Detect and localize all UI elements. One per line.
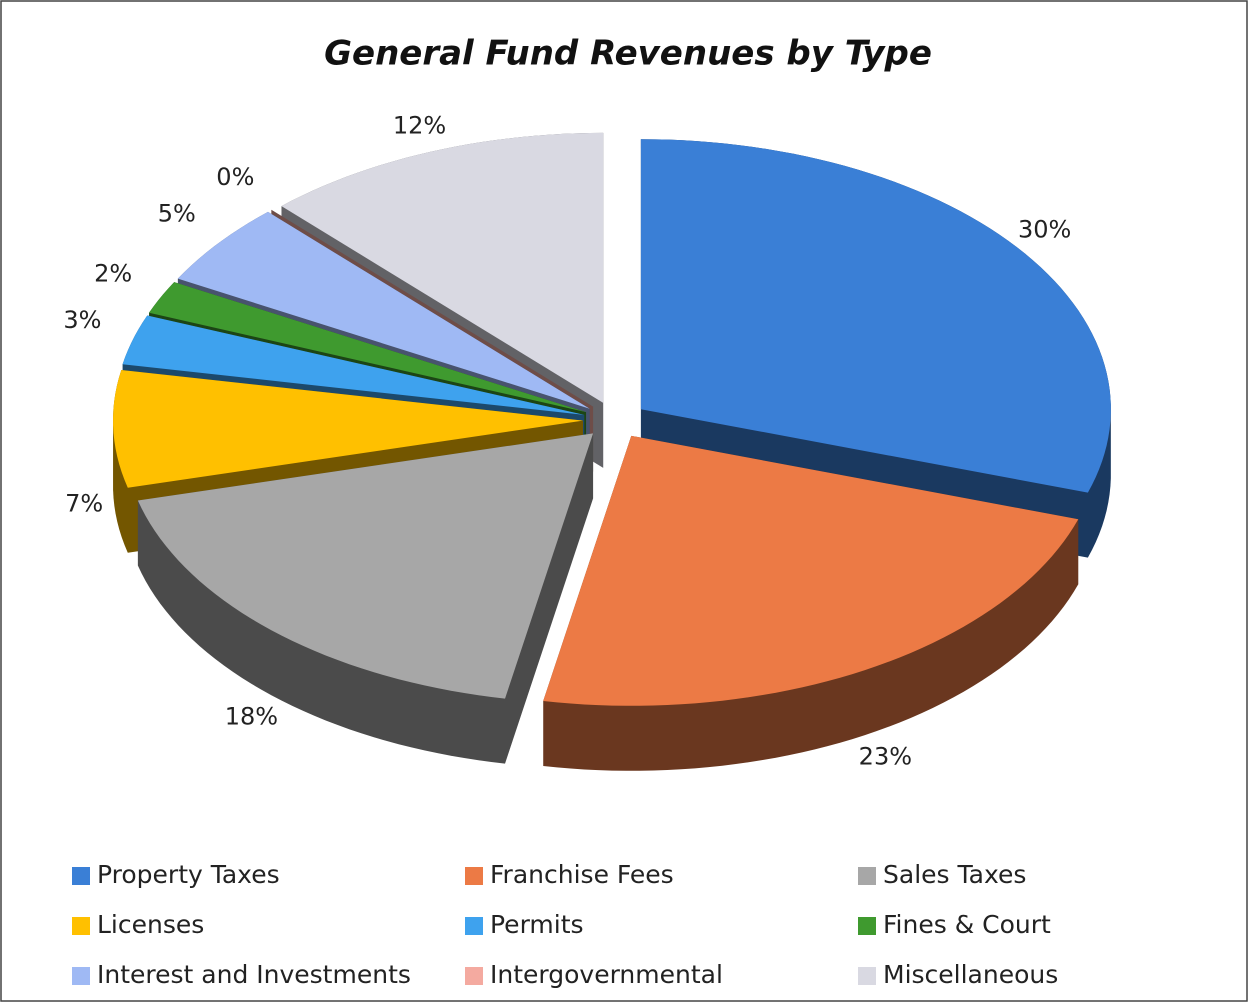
legend-swatch [465,967,483,985]
legend-label: Permits [490,910,584,939]
slice [149,282,587,413]
data-label: 7% [65,490,103,518]
chart-title: General Fund Revenues by Type [324,34,932,74]
legend-label: Sales Taxes [883,860,1026,889]
legend-swatch [465,867,483,885]
slice [640,139,1111,493]
legend-swatch [858,917,876,935]
data-label: 23% [859,743,912,771]
legend-label: Property Taxes [97,860,280,889]
data-label: 12% [393,111,446,139]
legend-label: Miscellaneous [883,960,1058,989]
legend-swatch [465,917,483,935]
legend-label: Franchise Fees [490,860,674,889]
data-label: 30% [1018,216,1071,244]
legend-swatch [72,917,90,935]
slice [137,433,594,699]
legend-label: Intergovernmental [490,960,723,989]
data-label: 18% [225,702,278,730]
legend-label: Fines & Court [883,910,1051,939]
slice [281,132,604,403]
legend-swatch [72,967,90,985]
slice [177,211,590,409]
legend-swatch [858,867,876,885]
legend-swatch [858,967,876,985]
data-label: 5% [158,200,196,228]
slice [543,435,1079,706]
data-label: 2% [94,259,132,287]
legend-swatch [72,867,90,885]
data-label: 3% [63,306,101,334]
legend-label: Licenses [97,910,204,939]
slice [113,369,584,488]
legend-label: Interest and Investments [97,960,411,989]
slice [122,315,585,415]
data-label: 0% [216,163,254,191]
